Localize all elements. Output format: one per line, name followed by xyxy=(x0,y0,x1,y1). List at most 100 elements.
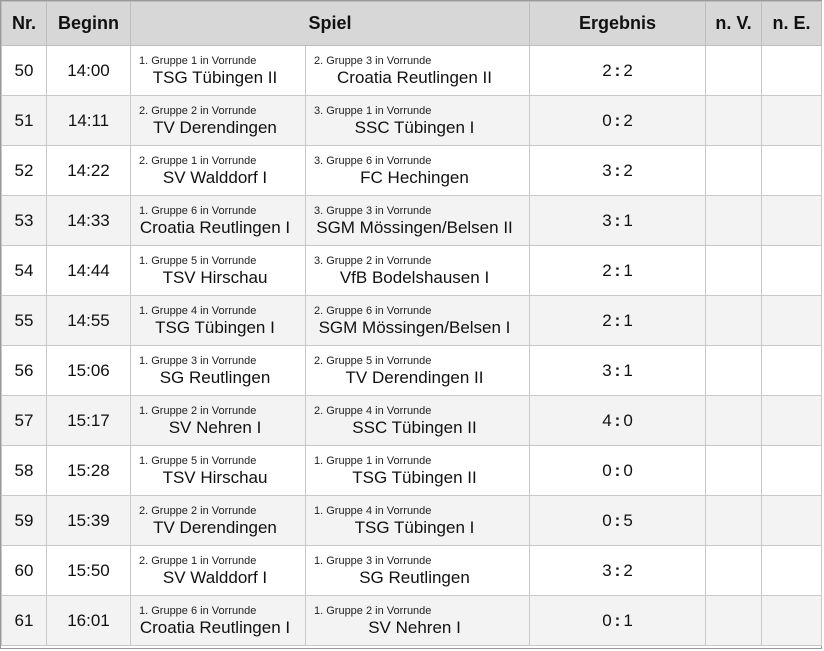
match-result: 3:2 xyxy=(529,545,707,596)
penalties-cell xyxy=(761,195,823,246)
away-goals: 1 xyxy=(623,260,633,280)
match-result: 0:1 xyxy=(529,595,707,646)
away-goals: 5 xyxy=(623,510,633,530)
overtime-cell xyxy=(705,195,763,246)
home-team-name: Croatia Reutlingen I xyxy=(139,218,291,237)
home-team-qualifier: 1. Gruppe 3 in Vorrunde xyxy=(139,355,257,367)
match-number: 54 xyxy=(1,245,47,296)
penalties-cell xyxy=(761,495,823,546)
home-team-cell: 1. Gruppe 3 in Vorrunde SG Reutlingen xyxy=(130,345,306,396)
penalties-cell xyxy=(761,345,823,396)
header-spiel: Spiel xyxy=(129,1,531,46)
overtime-cell xyxy=(705,345,763,396)
home-goals: 2 xyxy=(602,310,612,330)
away-goals: 2 xyxy=(623,60,633,80)
home-goals: 2 xyxy=(602,260,612,280)
away-team-name: SSC Tübingen I xyxy=(354,118,475,137)
overtime-cell xyxy=(705,495,763,546)
penalties-cell xyxy=(761,395,823,446)
penalties-cell xyxy=(761,145,823,196)
home-team-cell: 1. Gruppe 2 in Vorrunde SV Nehren I xyxy=(130,395,306,446)
overtime-cell xyxy=(705,445,763,496)
match-result: 0:2 xyxy=(529,95,707,146)
match-start-time: 15:06 xyxy=(46,345,131,396)
home-team-cell: 1. Gruppe 4 in Vorrunde TSG Tübingen I xyxy=(130,295,306,346)
header-nv: n. V. xyxy=(705,1,763,46)
match-result: 3:1 xyxy=(529,345,707,396)
away-team-cell: 1. Gruppe 3 in Vorrunde SG Reutlingen xyxy=(304,545,531,596)
away-team-name: TV Derendingen II xyxy=(345,368,484,387)
away-team-qualifier: 3. Gruppe 1 in Vorrunde xyxy=(314,105,432,117)
match-number: 53 xyxy=(1,195,47,246)
match-start-time: 14:00 xyxy=(46,45,131,96)
match-result: 2:2 xyxy=(529,45,707,96)
overtime-cell xyxy=(705,395,763,446)
home-goals: 4 xyxy=(602,410,612,430)
home-goals: 0 xyxy=(602,610,612,630)
table-row: 61 16:01 1. Gruppe 6 in Vorrunde Croatia Re… xyxy=(1,595,823,646)
score-separator: : xyxy=(614,260,621,280)
score-separator: : xyxy=(614,60,621,80)
away-goals: 2 xyxy=(623,160,633,180)
away-team-cell: 2. Gruppe 3 in Vorrunde Croatia Reutlinge… xyxy=(304,45,531,96)
home-goals: 3 xyxy=(602,160,612,180)
away-team-name: SGM Mössingen/Belsen II xyxy=(316,218,513,237)
away-goals: 0 xyxy=(623,410,633,430)
match-start-time: 16:01 xyxy=(46,595,131,646)
penalties-cell xyxy=(761,245,823,296)
away-team-cell: 3. Gruppe 2 in Vorrunde VfB Bodelshausen … xyxy=(304,245,531,296)
home-team-name: TSG Tübingen II xyxy=(152,68,278,87)
score-separator: : xyxy=(614,560,621,580)
match-number: 52 xyxy=(1,145,47,196)
match-start-time: 14:33 xyxy=(46,195,131,246)
match-result: 4:0 xyxy=(529,395,707,446)
match-number: 61 xyxy=(1,595,47,646)
match-start-time: 14:55 xyxy=(46,295,131,346)
away-goals: 1 xyxy=(623,610,633,630)
match-number: 60 xyxy=(1,545,47,596)
table-header-row: Nr. Beginn Spiel Ergebnis n. V. n. E. xyxy=(1,1,823,46)
away-goals: 1 xyxy=(623,310,633,330)
penalties-cell xyxy=(761,295,823,346)
away-team-qualifier: 1. Gruppe 3 in Vorrunde xyxy=(314,555,432,567)
home-team-qualifier: 1. Gruppe 6 in Vorrunde xyxy=(139,205,257,217)
home-team-qualifier: 2. Gruppe 1 in Vorrunde xyxy=(139,155,257,167)
home-team-cell: 2. Gruppe 2 in Vorrunde TV Derendingen xyxy=(130,95,306,146)
away-team-cell: 1. Gruppe 4 in Vorrunde TSG Tübingen I xyxy=(304,495,531,546)
home-team-qualifier: 1. Gruppe 5 in Vorrunde xyxy=(139,255,257,267)
home-team-cell: 1. Gruppe 6 in Vorrunde Croatia Reutlinge… xyxy=(130,595,306,646)
match-result: 0:5 xyxy=(529,495,707,546)
score-separator: : xyxy=(614,510,621,530)
match-number: 58 xyxy=(1,445,47,496)
score-separator: : xyxy=(614,310,621,330)
home-goals: 3 xyxy=(602,560,612,580)
home-team-cell: 2. Gruppe 2 in Vorrunde TV Derendingen xyxy=(130,495,306,546)
match-start-time: 14:22 xyxy=(46,145,131,196)
away-team-cell: 3. Gruppe 6 in Vorrunde FC Hechingen xyxy=(304,145,531,196)
home-team-name: TV Derendingen xyxy=(153,518,277,537)
away-team-cell: 2. Gruppe 5 in Vorrunde TV Derendingen II xyxy=(304,345,531,396)
home-team-cell: 1. Gruppe 6 in Vorrunde Croatia Reutlinge… xyxy=(130,195,306,246)
away-team-qualifier: 1. Gruppe 4 in Vorrunde xyxy=(314,505,432,517)
home-team-cell: 1. Gruppe 5 in Vorrunde TSV Hirschau xyxy=(130,245,306,296)
score-separator: : xyxy=(614,160,621,180)
match-result: 2:1 xyxy=(529,295,707,346)
home-team-name: TSV Hirschau xyxy=(162,468,268,487)
away-goals: 2 xyxy=(623,110,633,130)
home-goals: 0 xyxy=(602,460,612,480)
away-team-cell: 2. Gruppe 6 in Vorrunde SGM Mössingen/Bel… xyxy=(304,295,531,346)
away-goals: 1 xyxy=(623,210,633,230)
overtime-cell xyxy=(705,245,763,296)
home-team-qualifier: 2. Gruppe 2 in Vorrunde xyxy=(139,105,257,117)
home-team-name: Croatia Reutlingen I xyxy=(139,618,291,637)
match-number: 56 xyxy=(1,345,47,396)
home-team-name: SG Reutlingen xyxy=(159,368,271,387)
home-team-name: SV Walddorf I xyxy=(162,568,268,587)
table-row: 53 14:33 1. Gruppe 6 in Vorrunde Croatia Re… xyxy=(1,195,823,246)
away-team-name: Croatia Reutlingen II xyxy=(337,68,492,87)
home-team-qualifier: 1. Gruppe 4 in Vorrunde xyxy=(139,305,257,317)
away-team-qualifier: 2. Gruppe 4 in Vorrunde xyxy=(314,405,432,417)
away-team-cell: 1. Gruppe 1 in Vorrunde TSG Tübingen II xyxy=(304,445,531,496)
